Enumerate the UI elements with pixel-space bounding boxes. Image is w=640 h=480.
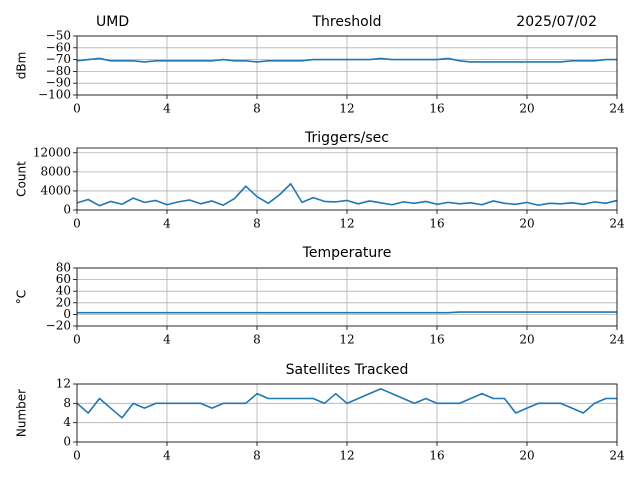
x-tick-label: 12 <box>339 102 354 116</box>
y-tick-label: 12000 <box>33 145 71 159</box>
x-tick-label: 24 <box>609 333 625 347</box>
x-tick-label: 0 <box>73 217 81 231</box>
x-tick-label: 8 <box>253 217 261 231</box>
x-tick-label: 20 <box>519 217 534 231</box>
station-label: UMD <box>96 14 129 30</box>
y-tick-label: 12 <box>56 377 71 391</box>
x-tick-label: 24 <box>609 102 625 116</box>
axes-frame <box>76 383 618 443</box>
y-tick-label: 0 <box>63 435 71 449</box>
y-tick-label: −60 <box>46 40 71 54</box>
y-tick-label: −100 <box>38 88 71 102</box>
y-axis-label: Count <box>15 161 29 197</box>
x-tick-label: 16 <box>429 102 444 116</box>
x-tick-label: 0 <box>73 449 81 463</box>
data-line <box>76 182 618 207</box>
y-tick-label: 80 <box>56 261 71 275</box>
axes-frame <box>76 267 618 327</box>
data-line <box>77 311 617 314</box>
x-tick-label: 4 <box>163 449 171 463</box>
x-tick-label: 16 <box>429 217 444 231</box>
y-tick-label: 20 <box>56 295 71 309</box>
chart-title: Satellites Tracked <box>286 362 409 378</box>
x-tick-label: 20 <box>519 333 534 347</box>
chart-title: Temperature <box>302 245 392 261</box>
x-tick-label: 8 <box>253 333 261 347</box>
y-tick-label: 8 <box>63 396 71 410</box>
x-tick-label: 12 <box>339 217 354 231</box>
x-tick-label: 4 <box>163 102 171 116</box>
x-tick-label: 0 <box>73 333 81 347</box>
data-line <box>76 57 617 63</box>
x-tick-label: 12 <box>339 333 354 347</box>
x-tick-label: 4 <box>163 217 171 231</box>
x-tick-label: 24 <box>609 449 625 463</box>
data-line <box>76 388 617 419</box>
x-tick-label: 16 <box>429 449 444 463</box>
y-tick-label: −20 <box>46 319 71 333</box>
chart-title: Triggers/sec <box>304 130 389 146</box>
y-tick-label: 0 <box>63 307 71 321</box>
y-tick-label: −70 <box>46 52 71 66</box>
y-tick-label: 4000 <box>40 183 71 197</box>
x-tick-label: 8 <box>253 449 261 463</box>
y-tick-label: −90 <box>46 76 71 90</box>
x-tick-label: 8 <box>253 102 261 116</box>
y-tick-label: 4 <box>63 415 71 429</box>
x-tick-label: 20 <box>519 102 534 116</box>
y-tick-label: −50 <box>46 29 71 43</box>
x-tick-label: 20 <box>519 449 534 463</box>
date-label: 2025/07/02 <box>516 14 597 30</box>
x-tick-label: 0 <box>73 102 81 116</box>
y-axis-label: Number <box>15 389 29 437</box>
x-tick-label: 16 <box>429 333 444 347</box>
y-tick-label: 60 <box>56 272 71 286</box>
x-tick-label: 12 <box>339 449 354 463</box>
axes-frame <box>76 35 618 96</box>
x-tick-label: 4 <box>163 333 171 347</box>
y-tick-label: 0 <box>63 203 71 217</box>
y-tick-label: 40 <box>56 284 71 298</box>
y-tick-label: −80 <box>46 64 71 78</box>
axes-frame <box>76 147 618 211</box>
chart-title: Threshold <box>312 14 382 30</box>
x-tick-label: 24 <box>609 217 625 231</box>
y-axis-label: dBm <box>15 52 29 80</box>
y-axis-label: °C <box>15 290 29 304</box>
y-tick-label: 8000 <box>40 164 71 178</box>
